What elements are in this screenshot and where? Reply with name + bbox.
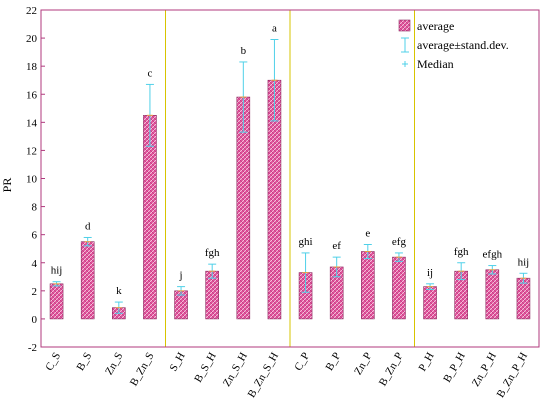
category-label: S_H bbox=[167, 350, 187, 373]
y-tick-label: -2 bbox=[28, 342, 37, 354]
category-label: B_S bbox=[74, 351, 94, 373]
significance-letter: j bbox=[179, 270, 183, 282]
category-label: Zn_S bbox=[103, 351, 125, 378]
category-label: B_Zn_P bbox=[377, 351, 406, 389]
significance-letter: c bbox=[147, 67, 152, 79]
legend-label-median: Median bbox=[417, 57, 454, 71]
y-tick-label: 4 bbox=[32, 258, 38, 270]
bar bbox=[80, 241, 95, 320]
legend: average average±stand.dev. Median bbox=[398, 19, 509, 71]
y-tick-label: 12 bbox=[26, 145, 37, 157]
bar bbox=[423, 286, 437, 320]
legend-label-stddev: average±stand.dev. bbox=[417, 38, 509, 52]
category-label: Zn_S_H bbox=[221, 350, 250, 388]
significance-letter: k bbox=[116, 285, 122, 297]
legend-swatch-average bbox=[398, 19, 411, 32]
y-tick-label: 16 bbox=[26, 89, 38, 101]
bar bbox=[485, 269, 500, 320]
category-label: B_P bbox=[323, 351, 343, 373]
category-label: B_P_H bbox=[441, 350, 468, 384]
significance-letter: fgh bbox=[205, 247, 220, 259]
y-axis-title: PR bbox=[0, 178, 14, 193]
bar bbox=[516, 277, 531, 320]
category-label: B_Zn_S_H bbox=[246, 350, 281, 399]
significance-letter: a bbox=[272, 22, 277, 34]
significance-letter: ij bbox=[427, 267, 433, 279]
bar bbox=[361, 251, 375, 320]
category-label: B_Zn_P_H bbox=[495, 350, 530, 399]
category-label: B_S_H bbox=[192, 350, 219, 384]
significance-letter: efg bbox=[392, 236, 407, 248]
legend-label-average: average bbox=[417, 19, 454, 33]
y-tick-label: 14 bbox=[26, 117, 38, 129]
y-tick-label: 0 bbox=[32, 314, 38, 326]
category-label: C_P bbox=[292, 351, 312, 373]
significance-letter: d bbox=[85, 220, 91, 232]
significance-letter: b bbox=[241, 45, 247, 57]
significance-letter: hij bbox=[51, 265, 63, 277]
y-tick-label: 8 bbox=[32, 202, 38, 214]
significance-letter: ghi bbox=[299, 236, 313, 248]
significance-letter: efgh bbox=[483, 249, 503, 261]
category-label: B_Zn_S bbox=[128, 351, 157, 389]
bar bbox=[392, 256, 406, 320]
category-label: Zn_P bbox=[352, 351, 374, 378]
plot-frame bbox=[40, 9, 540, 348]
category-label: Zn_P_H bbox=[470, 350, 499, 388]
y-tick-label: 2 bbox=[32, 286, 38, 298]
significance-letter: fgh bbox=[454, 246, 469, 258]
category-label: P_H bbox=[416, 350, 436, 373]
significance-letter: hij bbox=[518, 256, 530, 268]
significance-letter: ef bbox=[332, 240, 341, 252]
bar bbox=[49, 283, 64, 320]
y-tick-label: 20 bbox=[26, 33, 38, 45]
y-tick-label: 6 bbox=[32, 230, 38, 242]
category-label: C_S bbox=[43, 351, 63, 373]
significance-letter: e bbox=[365, 227, 370, 239]
y-tick-label: 18 bbox=[26, 61, 38, 73]
y-tick-label: 22 bbox=[26, 5, 37, 17]
y-tick-label: 10 bbox=[26, 174, 38, 186]
